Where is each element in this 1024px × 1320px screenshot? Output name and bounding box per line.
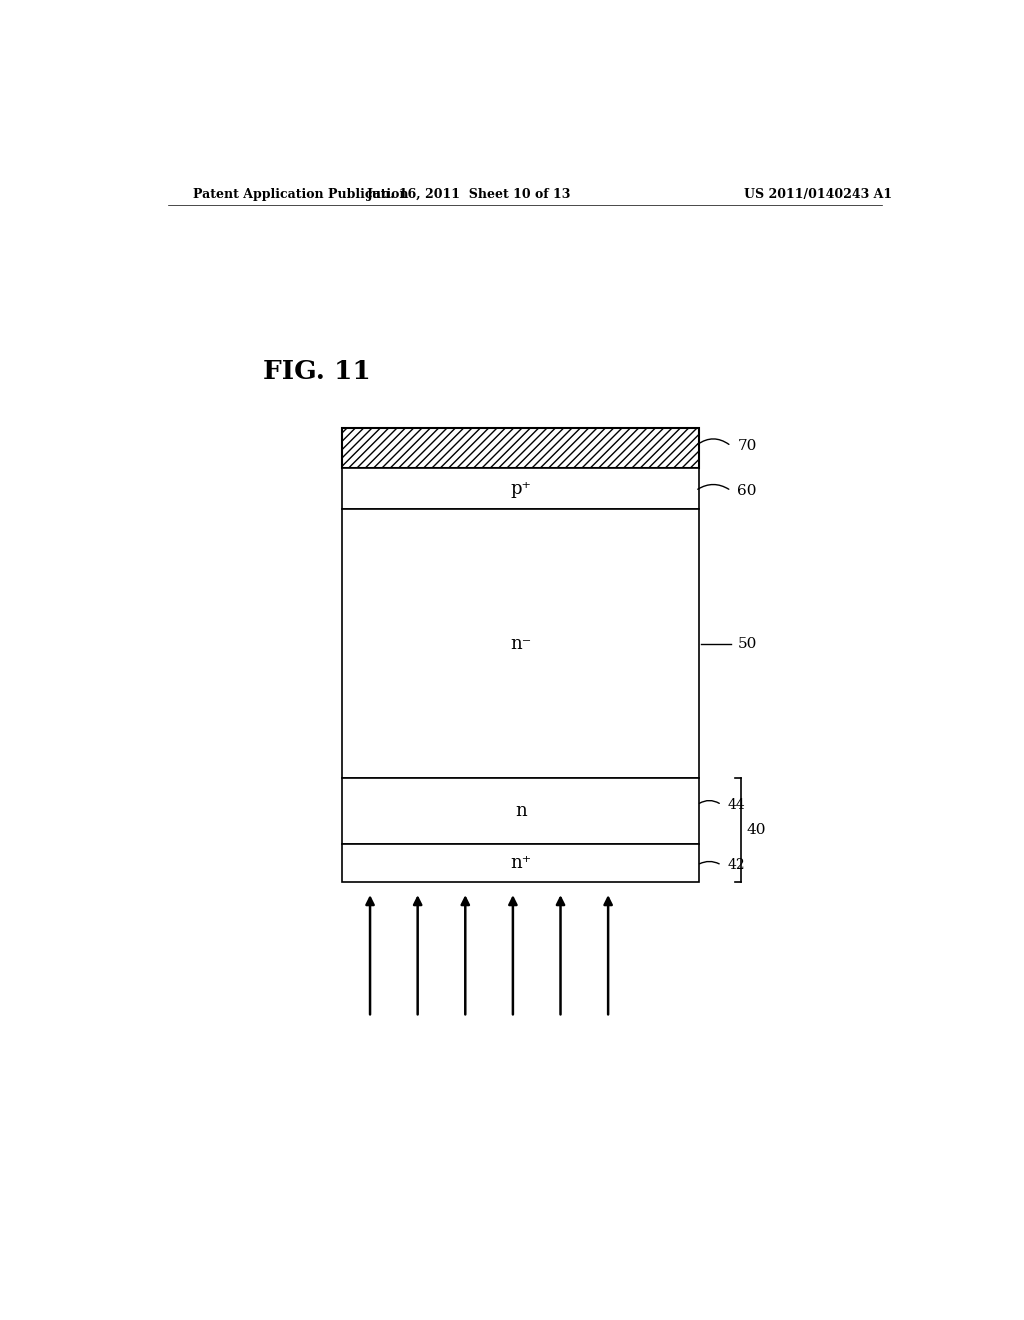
Bar xyxy=(342,428,699,469)
Text: 60: 60 xyxy=(737,483,757,498)
Text: US 2011/0140243 A1: US 2011/0140243 A1 xyxy=(744,189,893,202)
Text: Patent Application Publication: Patent Application Publication xyxy=(194,189,409,202)
Text: Jun. 16, 2011  Sheet 10 of 13: Jun. 16, 2011 Sheet 10 of 13 xyxy=(367,189,571,202)
Text: FIG. 11: FIG. 11 xyxy=(263,359,371,384)
Text: p⁺: p⁺ xyxy=(510,479,531,498)
Text: 42: 42 xyxy=(728,858,745,873)
Text: 70: 70 xyxy=(737,440,757,453)
Text: 40: 40 xyxy=(746,824,766,837)
Bar xyxy=(342,510,699,779)
Bar xyxy=(342,845,699,882)
Text: 50: 50 xyxy=(737,636,757,651)
Text: n⁺: n⁺ xyxy=(510,854,531,873)
Text: 44: 44 xyxy=(728,797,745,812)
Bar xyxy=(342,779,699,845)
Text: n⁻: n⁻ xyxy=(510,635,531,652)
Text: n: n xyxy=(515,803,526,821)
Bar xyxy=(342,469,699,510)
